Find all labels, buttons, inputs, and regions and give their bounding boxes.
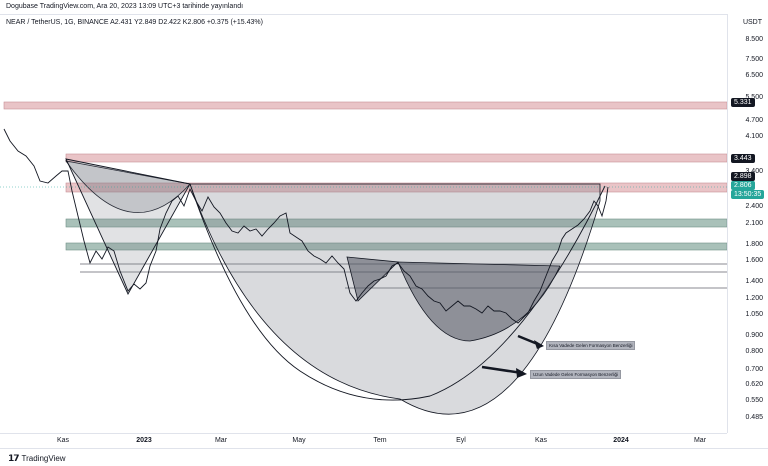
time-label: Kas — [534, 437, 548, 444]
price-tick: 0.900 — [745, 332, 763, 339]
price-tick: 1.400 — [745, 278, 763, 285]
long-term-arrowhead — [516, 368, 527, 378]
price-tick: 8.500 — [745, 36, 763, 43]
publish-credit: Dogubase TradingView.com, Ara 20, 2023 1… — [6, 3, 244, 10]
price-tick: 0.700 — [745, 366, 763, 373]
price-tick: 6.500 — [745, 72, 763, 79]
price-tick: 5.500 — [745, 94, 763, 101]
price-tick: 0.620 — [745, 381, 763, 388]
footer-bar: 𝟭𝟳 TradingView — [0, 448, 768, 466]
price-tick: 7.500 — [745, 56, 763, 63]
time-label: Eyl — [456, 437, 466, 444]
small-triangle — [346, 256, 399, 302]
time-label: Mar — [214, 437, 228, 444]
price-tick: 1.050 — [745, 311, 763, 318]
price-line — [3, 128, 609, 324]
time-label: Tem — [373, 437, 387, 444]
support-zone-1800 — [65, 242, 727, 251]
resistance-zone-2898 — [65, 182, 727, 193]
price-tick: 0.550 — [745, 397, 763, 404]
resistance-zone-5331 — [3, 101, 727, 110]
support-zone-2100 — [65, 218, 727, 228]
candle-countdown: 13:50:35 — [731, 190, 765, 199]
price-tick: 1.600 — [745, 257, 763, 264]
price-tick: 0.485 — [745, 414, 763, 421]
short-term-annotation[interactable]: Kısa Vadede Gelen Formasyon Benzerliği — [546, 341, 636, 350]
time-label: 2024 — [613, 437, 629, 444]
time-axis[interactable]: Kas 2023 Mar May Tem Eyl Kas 2024 Mar — [0, 433, 727, 449]
chart-pane[interactable] — [0, 14, 727, 434]
price-tick: 4.100 — [745, 133, 763, 140]
top-bar: Dogubase TradingView.com, Ara 20, 2023 1… — [0, 0, 768, 14]
chart-drawing — [0, 101, 727, 415]
currency-label: USDT — [742, 19, 762, 26]
price-tick: 2.400 — [745, 203, 763, 210]
price-tick: 4.700 — [745, 117, 763, 124]
symbol-info: NEAR / TetherUS, 1G, BINANCE A2.431 Y2.8… — [6, 19, 263, 26]
time-label: Mar — [693, 437, 707, 444]
price-tag-current: 2.806 — [731, 181, 755, 190]
left-triangle — [65, 158, 191, 295]
price-tick: 2.100 — [745, 220, 763, 227]
long-term-annotation[interactable]: Uzun Vadede Gelen Formasyon Benzerliği — [530, 370, 621, 379]
time-label: Kas — [56, 437, 70, 444]
time-label: 2023 — [136, 437, 152, 444]
long-term-arrow — [481, 365, 523, 375]
price-tag-5331: 5.331 — [731, 98, 755, 107]
price-tick: 1.200 — [745, 295, 763, 302]
price-tick: 0.800 — [745, 348, 763, 355]
price-axis[interactable]: 8.500 7.500 6.500 5.500 4.700 4.100 3.40… — [727, 14, 768, 433]
short-term-arrowhead — [534, 340, 544, 349]
small-cup-shape — [397, 261, 561, 342]
tradingview-logo[interactable]: 𝟭𝟳 TradingView — [8, 453, 66, 464]
time-label: May — [292, 437, 306, 444]
tradingview-logo-icon: 𝟭𝟳 — [8, 453, 19, 463]
resistance-zone-3443 — [65, 153, 727, 163]
brand-name: TradingView — [21, 454, 66, 463]
large-cup-shape — [65, 160, 601, 415]
price-tick: 1.800 — [745, 241, 763, 248]
price-tag-3443: 3.443 — [731, 154, 755, 163]
price-tick: 3.400 — [745, 168, 763, 175]
price-tag-2898: 2.898 — [731, 172, 755, 181]
large-cup-curve — [189, 183, 606, 401]
